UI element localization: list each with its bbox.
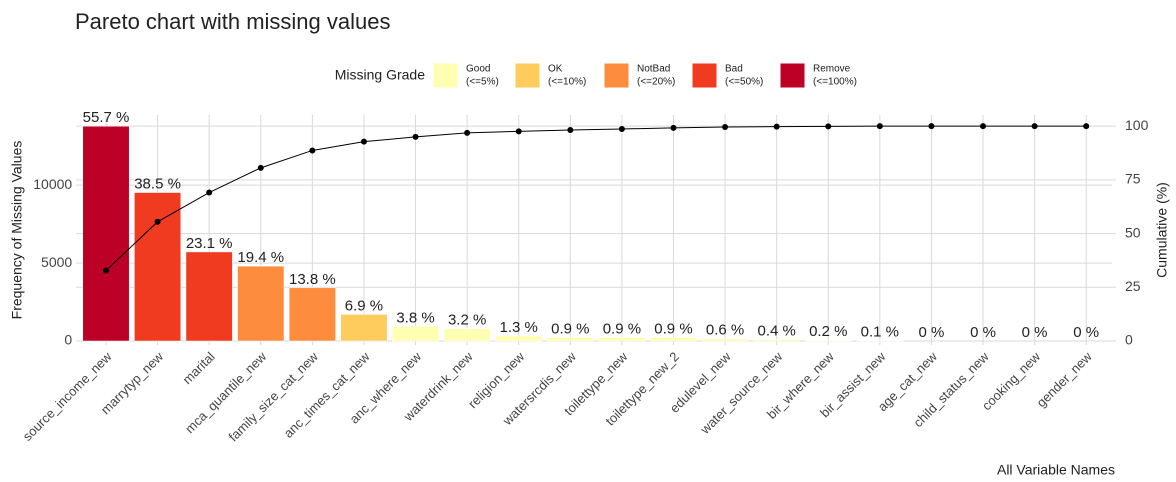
cumulative-point [825, 123, 832, 130]
bar-label: 1.3 % [500, 319, 538, 336]
bar-label: 0 % [919, 324, 945, 341]
legend-swatch [603, 62, 630, 89]
x-tick-label: family_size_cat_new [225, 349, 321, 445]
cumulative-line [105, 125, 1087, 271]
bar-label: 0 % [1073, 324, 1099, 341]
bar [804, 339, 852, 342]
cumulative-point [1031, 123, 1038, 130]
legend-range: (<=50%) [725, 77, 763, 88]
legend-label: NotBad [637, 64, 670, 75]
x-tick-label: source_income_new [20, 349, 115, 444]
cumulative-point [1083, 123, 1090, 130]
bar [185, 251, 233, 342]
cumulative-point [206, 189, 213, 196]
bar-label: 0.9 % [654, 320, 692, 337]
bar [650, 337, 697, 342]
legend-range: (<=100%) [813, 77, 857, 88]
bar-label: 3.8 % [396, 309, 434, 326]
bar-label: 6.9 % [345, 297, 383, 314]
y2-tick-label: 50 [1125, 224, 1141, 240]
cumulative-point [928, 123, 935, 130]
x-tick-label: gender_new [1034, 349, 1096, 411]
bar-label: 13.8 % [289, 271, 336, 288]
cumulative-point [670, 124, 677, 131]
cumulative-point [515, 128, 522, 135]
legend-label: Good [466, 64, 490, 75]
cumulative-point [980, 123, 987, 130]
y2-tick-label: 75 [1125, 171, 1141, 187]
y2-tick-label: 25 [1125, 278, 1141, 294]
cumulative-point [309, 147, 316, 154]
legend-swatch [514, 62, 541, 89]
cumulative-point [102, 267, 109, 274]
bar-label: 0.1 % [861, 324, 899, 341]
cumulative-point [154, 218, 161, 225]
bar-label: 19.4 % [237, 249, 284, 266]
bar [340, 314, 388, 342]
legend-label: Bad [725, 64, 743, 75]
cumulative-point [412, 133, 419, 140]
legend-label: OK [548, 64, 563, 75]
cumulative-point [722, 124, 729, 131]
legend-range: (<=10%) [548, 77, 586, 88]
bar-label: 0.6 % [706, 322, 744, 339]
bar [495, 335, 543, 342]
bar [753, 339, 801, 342]
chart-title: Pareto chart with missing values [75, 9, 390, 34]
cumulative-point [876, 123, 883, 130]
bar-label: 0.2 % [809, 323, 847, 340]
y2-axis-label: Cumulative (%) [1154, 182, 1170, 278]
y2-tick-label: 0 [1125, 332, 1133, 348]
legend-label: Remove [813, 64, 851, 75]
bar [546, 337, 594, 342]
x-tick-label: anc_times_cat_new [281, 349, 373, 441]
bar-label: 0.9 % [551, 320, 589, 337]
y-tick-label: 10000 [33, 176, 72, 192]
y2-tick-label: 100 [1125, 117, 1149, 133]
cumulative-point [773, 123, 780, 130]
bar [443, 328, 491, 342]
bar [288, 287, 336, 342]
bar-label: 38.5 % [134, 176, 181, 193]
legend-range: (<=20%) [637, 77, 675, 88]
cumulative-point [257, 164, 264, 171]
bar [237, 265, 285, 342]
y-axis-label: Frequency of Missing Values [9, 141, 25, 320]
legend-swatch [691, 62, 718, 89]
bar-label: 3.2 % [448, 312, 486, 329]
legend-swatch [432, 62, 459, 89]
legend-range: (<=5%) [466, 77, 499, 88]
cumulative-point [567, 127, 574, 134]
bar [82, 125, 130, 342]
cumulative-point [618, 125, 625, 132]
bar-label: 55.7 % [83, 109, 130, 126]
legend-swatch [779, 62, 806, 89]
x-tick-label: marital [180, 349, 218, 387]
y-tick-label: 5000 [41, 254, 72, 270]
bar-label: 23.1 % [186, 235, 233, 252]
bar [392, 326, 440, 342]
bar-label: 0.9 % [603, 320, 641, 337]
x-axis-label: All Variable Names [997, 462, 1115, 478]
bar [701, 338, 749, 342]
legend-title: Missing Grade [335, 67, 425, 83]
bar-label: 0.4 % [757, 322, 795, 339]
y-tick-label: 0 [64, 332, 72, 348]
cumulative-point [360, 138, 367, 145]
bar-label: 0 % [1022, 324, 1048, 341]
bar [598, 337, 646, 342]
bar [134, 192, 182, 342]
bar-label: 0 % [970, 324, 996, 341]
cumulative-point [464, 129, 471, 136]
